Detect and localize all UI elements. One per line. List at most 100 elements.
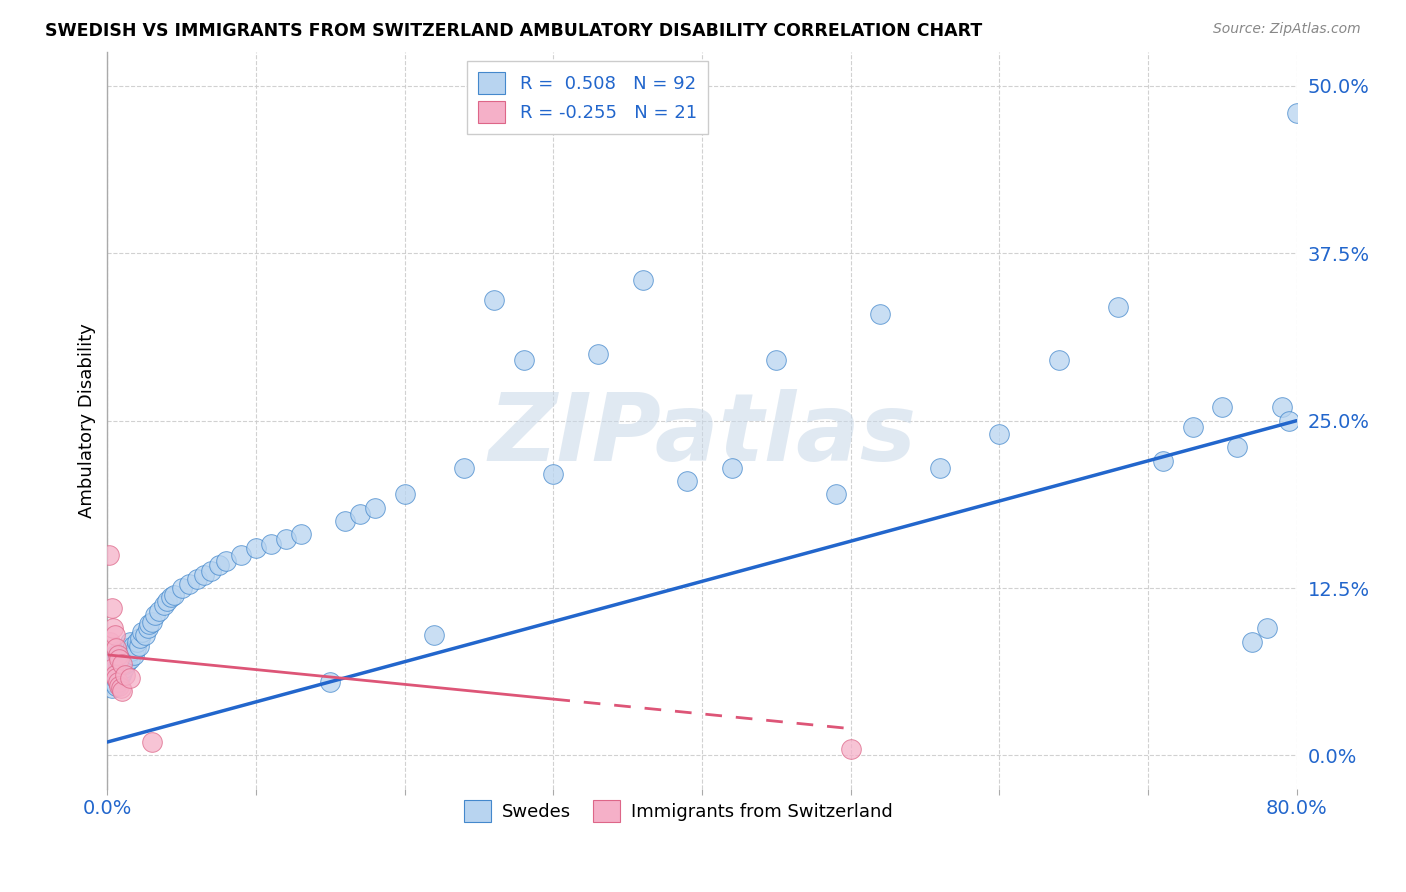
Point	[97, 548, 120, 562]
Point	[153, 599, 176, 613]
Point	[107, 661, 129, 675]
Point	[103, 621, 125, 635]
Point	[108, 644, 131, 658]
Point	[1241, 634, 1264, 648]
Point	[110, 681, 132, 696]
Point	[98, 634, 121, 648]
Point	[117, 648, 139, 662]
Legend: Swedes, Immigrants from Switzerland: Swedes, Immigrants from Switzerland	[456, 791, 901, 831]
Point	[112, 661, 135, 675]
Point	[138, 617, 160, 632]
Point	[453, 460, 475, 475]
Point	[98, 661, 121, 675]
Point	[1256, 621, 1278, 635]
Point	[111, 684, 134, 698]
Point	[110, 652, 132, 666]
Point	[676, 474, 699, 488]
Point	[118, 634, 141, 648]
Point	[108, 652, 131, 666]
Point	[111, 665, 134, 680]
Point	[156, 594, 179, 608]
Point	[186, 572, 208, 586]
Point	[97, 668, 120, 682]
Point	[101, 601, 124, 615]
Point	[101, 655, 124, 669]
Point	[364, 500, 387, 515]
Point	[1285, 105, 1308, 120]
Point	[107, 648, 129, 662]
Point	[105, 665, 128, 680]
Text: ZIPatlas: ZIPatlas	[488, 390, 917, 482]
Point	[104, 657, 127, 672]
Point	[114, 668, 136, 682]
Point	[141, 735, 163, 749]
Point	[1181, 420, 1204, 434]
Point	[170, 581, 193, 595]
Point	[107, 674, 129, 689]
Point	[101, 668, 124, 682]
Point	[107, 674, 129, 689]
Point	[586, 347, 609, 361]
Y-axis label: Ambulatory Disability: Ambulatory Disability	[79, 323, 96, 518]
Point	[290, 527, 312, 541]
Point	[134, 628, 156, 642]
Point	[104, 671, 127, 685]
Point	[111, 649, 134, 664]
Point	[115, 655, 138, 669]
Point	[143, 607, 166, 622]
Point	[482, 293, 505, 308]
Point	[108, 679, 131, 693]
Point	[105, 679, 128, 693]
Point	[543, 467, 565, 482]
Point	[104, 628, 127, 642]
Point	[148, 604, 170, 618]
Point	[107, 648, 129, 662]
Point	[245, 541, 267, 555]
Point	[114, 657, 136, 672]
Point	[163, 588, 186, 602]
Point	[124, 641, 146, 656]
Point	[114, 641, 136, 656]
Point	[104, 648, 127, 662]
Point	[1211, 401, 1233, 415]
Point	[108, 657, 131, 672]
Point	[103, 661, 125, 675]
Point	[105, 671, 128, 685]
Point	[319, 674, 342, 689]
Point	[160, 591, 183, 605]
Point	[105, 652, 128, 666]
Point	[423, 628, 446, 642]
Point	[928, 460, 950, 475]
Point	[101, 655, 124, 669]
Point	[103, 674, 125, 689]
Point	[120, 644, 142, 658]
Point	[215, 554, 238, 568]
Point	[108, 671, 131, 685]
Point	[111, 657, 134, 672]
Point	[141, 615, 163, 629]
Point	[1278, 414, 1301, 428]
Point	[988, 427, 1011, 442]
Point	[394, 487, 416, 501]
Point	[765, 353, 787, 368]
Point	[208, 558, 231, 573]
Point	[103, 661, 125, 675]
Point	[104, 668, 127, 682]
Point	[274, 532, 297, 546]
Point	[335, 514, 357, 528]
Point	[193, 567, 215, 582]
Point	[127, 634, 149, 648]
Point	[101, 681, 124, 696]
Point	[1107, 300, 1129, 314]
Point	[720, 460, 742, 475]
Point	[1226, 441, 1249, 455]
Point	[200, 564, 222, 578]
Point	[260, 537, 283, 551]
Point	[231, 548, 253, 562]
Point	[105, 641, 128, 656]
Point	[1152, 454, 1174, 468]
Point	[1271, 401, 1294, 415]
Point	[631, 273, 654, 287]
Point	[512, 353, 534, 368]
Text: SWEDISH VS IMMIGRANTS FROM SWITZERLAND AMBULATORY DISABILITY CORRELATION CHART: SWEDISH VS IMMIGRANTS FROM SWITZERLAND A…	[45, 22, 983, 40]
